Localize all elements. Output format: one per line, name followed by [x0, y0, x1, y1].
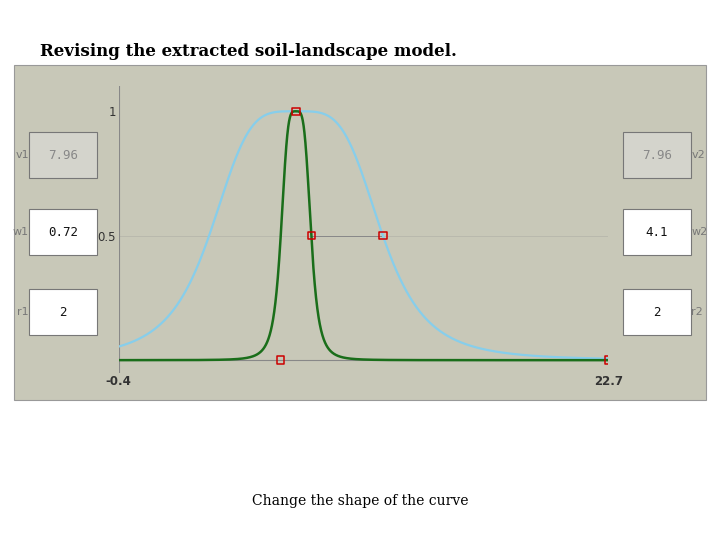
Text: Change the shape of the curve: Change the shape of the curve — [252, 494, 468, 508]
Text: r2: r2 — [691, 307, 703, 318]
Point — [290, 107, 302, 116]
Text: 2: 2 — [653, 306, 661, 319]
Text: v1: v1 — [15, 150, 29, 160]
Text: 7.96: 7.96 — [48, 148, 78, 161]
Text: 2: 2 — [59, 306, 67, 319]
Text: 7.96: 7.96 — [642, 148, 672, 161]
Text: 0.72: 0.72 — [48, 226, 78, 239]
Text: 4.1: 4.1 — [646, 226, 668, 239]
Point — [377, 232, 389, 240]
Text: w2: w2 — [691, 227, 708, 237]
Text: w1: w1 — [13, 227, 29, 237]
Text: r1: r1 — [17, 307, 29, 318]
Point — [275, 356, 287, 364]
Point — [305, 232, 317, 240]
Point — [603, 356, 614, 364]
Text: v2: v2 — [691, 150, 705, 160]
Text: Revising the extracted soil-landscape model.: Revising the extracted soil-landscape mo… — [40, 43, 456, 60]
